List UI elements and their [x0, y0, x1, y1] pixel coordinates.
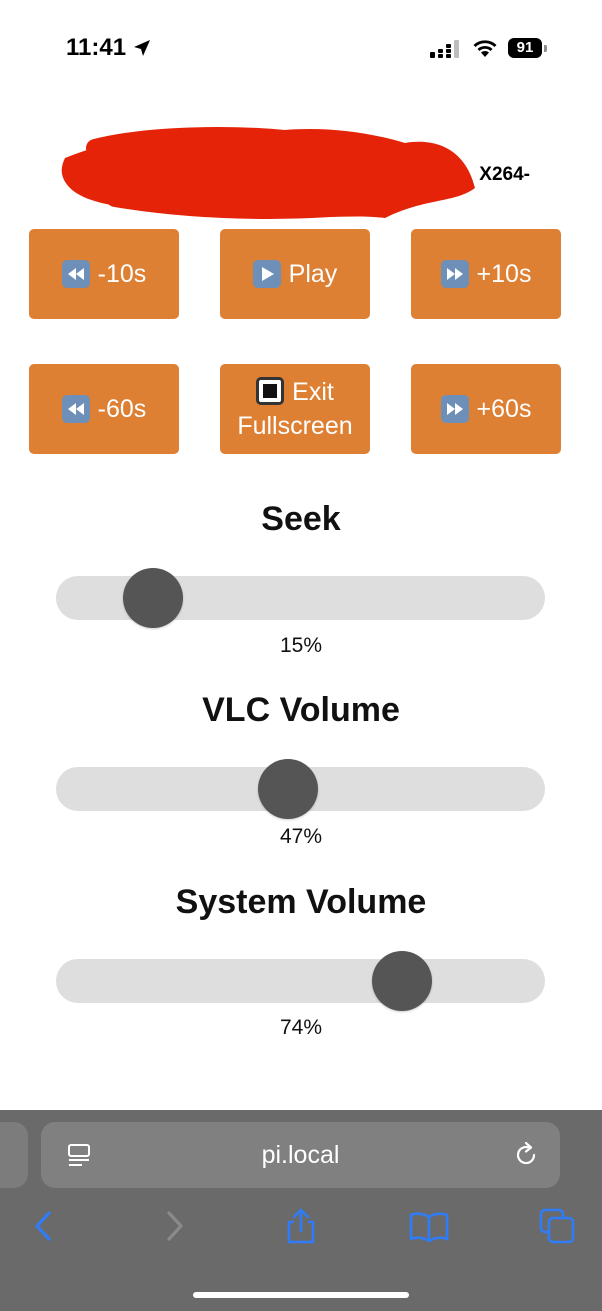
vlc-volume-value: 47% [279, 825, 323, 848]
status-time: 11:41 [66, 34, 127, 61]
forward-icon[interactable] [154, 1206, 194, 1246]
rewind-60s-button[interactable]: -60s [29, 364, 179, 454]
rewind-60s-label: -60s [97, 395, 147, 423]
seek-slider-thumb[interactable] [123, 568, 184, 628]
status-bar: 11:41 91 [0, 0, 602, 96]
rewind-icon [61, 260, 90, 288]
reload-icon[interactable] [513, 1142, 539, 1168]
forward-60s-button[interactable]: +60s [411, 364, 561, 454]
forward-60s-label: +60s [476, 395, 532, 423]
reader-icon[interactable] [66, 1142, 92, 1168]
previous-tab-edge[interactable] [0, 1122, 28, 1188]
seek-value: 15% [279, 634, 323, 657]
fast-forward-icon [440, 395, 469, 423]
play-icon [252, 260, 281, 288]
battery-icon: 91 [508, 38, 548, 58]
system-volume-slider-thumb[interactable] [371, 951, 432, 1011]
forward-10s-label: +10s [476, 260, 532, 288]
system-volume-title: System Volume [175, 883, 427, 921]
address-bar[interactable]: pi.local [41, 1122, 560, 1188]
battery-level: 91 [508, 38, 542, 58]
exit-fullscreen-button[interactable]: Exit Fullscreen [220, 364, 370, 454]
system-volume-slider[interactable] [56, 951, 545, 1011]
seek-title: Seek [261, 500, 341, 538]
tabs-icon[interactable] [537, 1206, 577, 1246]
seek-slider[interactable] [56, 568, 545, 628]
vlc-volume-slider-thumb[interactable] [257, 759, 318, 819]
media-title-fragment: X264- [479, 164, 530, 185]
location-arrow-icon [134, 40, 150, 56]
wifi-icon [473, 40, 497, 57]
home-indicator[interactable] [193, 1292, 409, 1298]
system-volume-value: 74% [279, 1016, 323, 1039]
url-text[interactable]: pi.local [261, 1141, 340, 1169]
play-label: Play [288, 260, 338, 288]
fullscreen-label: Fullscreen [237, 412, 353, 440]
rewind-10s-label: -10s [97, 260, 147, 288]
browser-toolbar: pi.local [0, 1110, 602, 1311]
share-icon[interactable] [281, 1206, 321, 1246]
redaction-scribble [61, 127, 475, 219]
play-button[interactable]: Play [220, 229, 370, 319]
vlc-volume-slider[interactable] [56, 759, 545, 819]
forward-10s-button[interactable]: +10s [411, 229, 561, 319]
media-title: X264- [70, 162, 540, 222]
back-icon[interactable] [24, 1206, 64, 1246]
rewind-icon [61, 395, 90, 423]
exit-label: Exit [292, 378, 334, 406]
fast-forward-icon [440, 260, 469, 288]
bookmarks-icon[interactable] [409, 1206, 449, 1246]
rewind-10s-button[interactable]: -10s [29, 229, 179, 319]
vlc-volume-title: VLC Volume [202, 691, 400, 729]
signal-icon [430, 40, 459, 58]
stop-icon [256, 377, 285, 405]
